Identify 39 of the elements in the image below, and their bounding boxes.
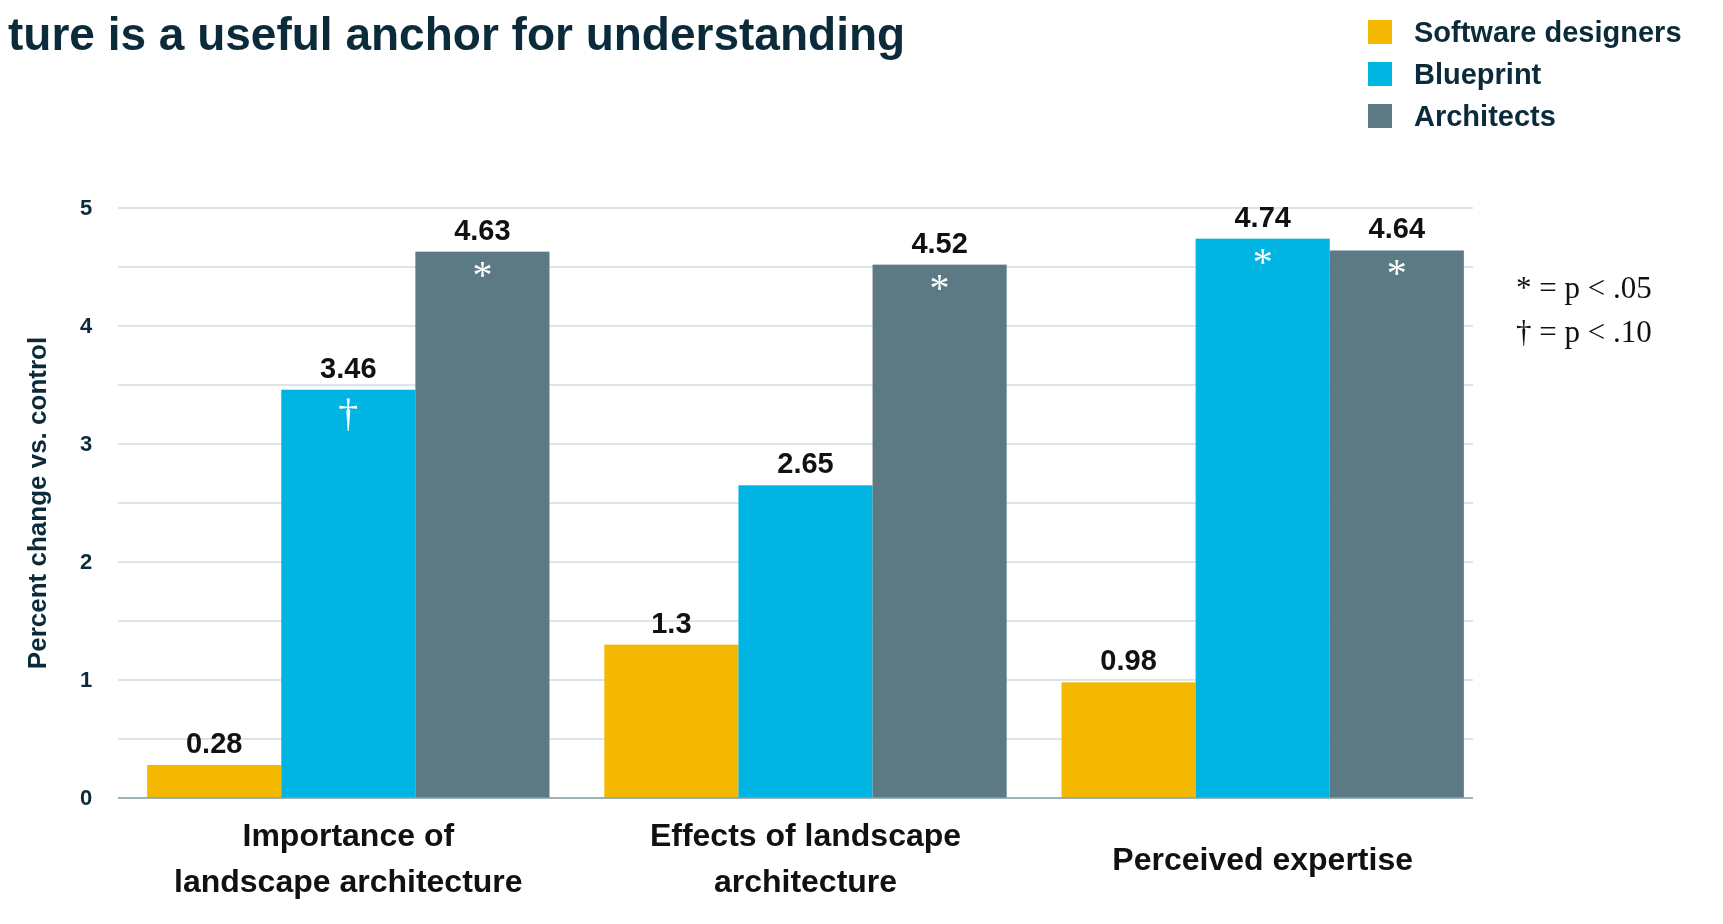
bar (415, 251, 550, 798)
legend-label: Blueprint (1414, 58, 1542, 90)
data-label: 4.52 (911, 226, 968, 259)
chart-title: ture is a useful anchor for understanding (8, 8, 906, 60)
legend-label: Architects (1414, 100, 1556, 132)
bar (1061, 682, 1196, 798)
data-label: 4.74 (1234, 200, 1291, 233)
y-tick-label: 4 (79, 313, 93, 338)
annotation: * (472, 251, 493, 297)
y-tick-label: 0 (79, 785, 93, 810)
legend-label: Software designers (1414, 16, 1682, 48)
bar (738, 485, 873, 798)
bar (1329, 250, 1464, 798)
bar (604, 644, 739, 798)
data-label: 2.65 (777, 447, 834, 480)
text: * = p < .05 (1516, 270, 1652, 305)
text: † = p < .10 (1516, 314, 1652, 349)
annotation: † (338, 389, 359, 435)
data-label: 4.64 (1368, 212, 1426, 245)
data-label: 3.46 (320, 351, 377, 384)
data-label: 0.98 (1100, 644, 1157, 677)
y-tick-label: 3 (79, 431, 93, 456)
x-tick-label: Perceived expertise (1112, 841, 1414, 877)
x-tick-label: Importance of landscape architecture (174, 817, 523, 899)
y-tick-label: 2 (79, 549, 93, 574)
data-label: 1.3 (651, 606, 692, 639)
annotation: * (929, 264, 950, 310)
data-label: 0.28 (185, 726, 243, 759)
y-tick-label: 1 (79, 667, 93, 692)
data-label: 4.63 (454, 213, 511, 246)
bar (281, 389, 416, 798)
annotation: * (1386, 250, 1407, 296)
y-tick-label: 5 (79, 195, 93, 220)
annotation: * (1252, 238, 1273, 284)
x-tick-label: Effects of landscape architecture (649, 817, 962, 899)
bar (147, 764, 282, 798)
bar (872, 264, 1007, 798)
bar (1195, 238, 1330, 798)
y-axis-title: Percent change vs. control (22, 336, 52, 670)
